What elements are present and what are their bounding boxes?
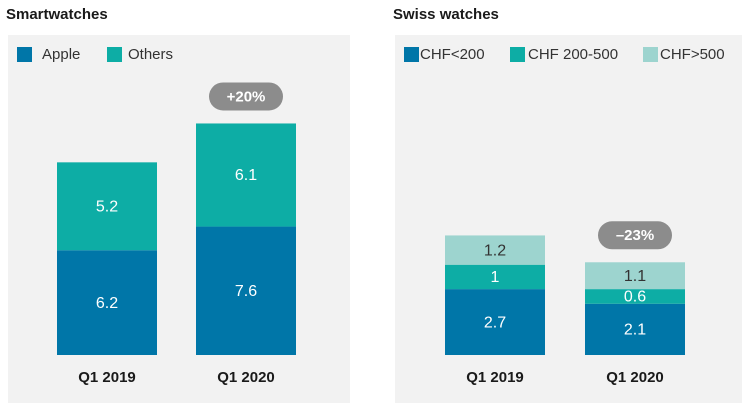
bar-segment <box>196 123 296 227</box>
legend-label: CHF 200-500 <box>528 46 618 63</box>
data-label: 2.1 <box>624 322 646 339</box>
annotation-pill <box>598 221 672 250</box>
annotation: +20% <box>227 88 266 105</box>
bar-segment <box>57 162 157 251</box>
legend-label: Others <box>128 46 173 63</box>
data-label: 6.2 <box>96 295 118 312</box>
data-label: 6.1 <box>235 167 257 184</box>
data-label: 5.2 <box>96 198 118 215</box>
bar-segment <box>445 289 545 355</box>
x-tick-label: Q1 2019 <box>466 369 524 386</box>
x-tick-label: Q1 2020 <box>217 369 275 386</box>
annotation: –23% <box>616 227 654 244</box>
bar-segment <box>445 235 545 265</box>
data-label: 2.7 <box>484 314 506 331</box>
data-label: 7.6 <box>235 283 257 300</box>
data-label: 1 <box>491 269 500 286</box>
data-label: 1.1 <box>624 268 646 285</box>
x-tick-label: Q1 2020 <box>606 369 664 386</box>
bar-segment <box>445 264 545 290</box>
bar-segment <box>57 250 157 355</box>
bar-segment <box>196 226 296 355</box>
chart-title: Swiss watches <box>393 6 499 23</box>
legend-swatch <box>510 47 525 62</box>
legend-swatch <box>404 47 419 62</box>
bar-segment <box>585 262 685 290</box>
bar-segment <box>585 289 685 304</box>
legend-swatch <box>643 47 658 62</box>
annotation-pill <box>209 82 283 111</box>
data-label: 1.2 <box>484 242 506 259</box>
legend-label: CHF>500 <box>660 46 725 63</box>
legend-label: CHF<200 <box>420 46 485 63</box>
x-tick-label: Q1 2019 <box>78 369 136 386</box>
chart-title: Smartwatches <box>6 6 108 23</box>
legend-label: Apple <box>42 46 80 63</box>
legend-swatch <box>17 47 32 62</box>
bar-segment <box>585 303 685 355</box>
data-label: 0.6 <box>624 289 646 306</box>
legend-swatch <box>107 47 122 62</box>
